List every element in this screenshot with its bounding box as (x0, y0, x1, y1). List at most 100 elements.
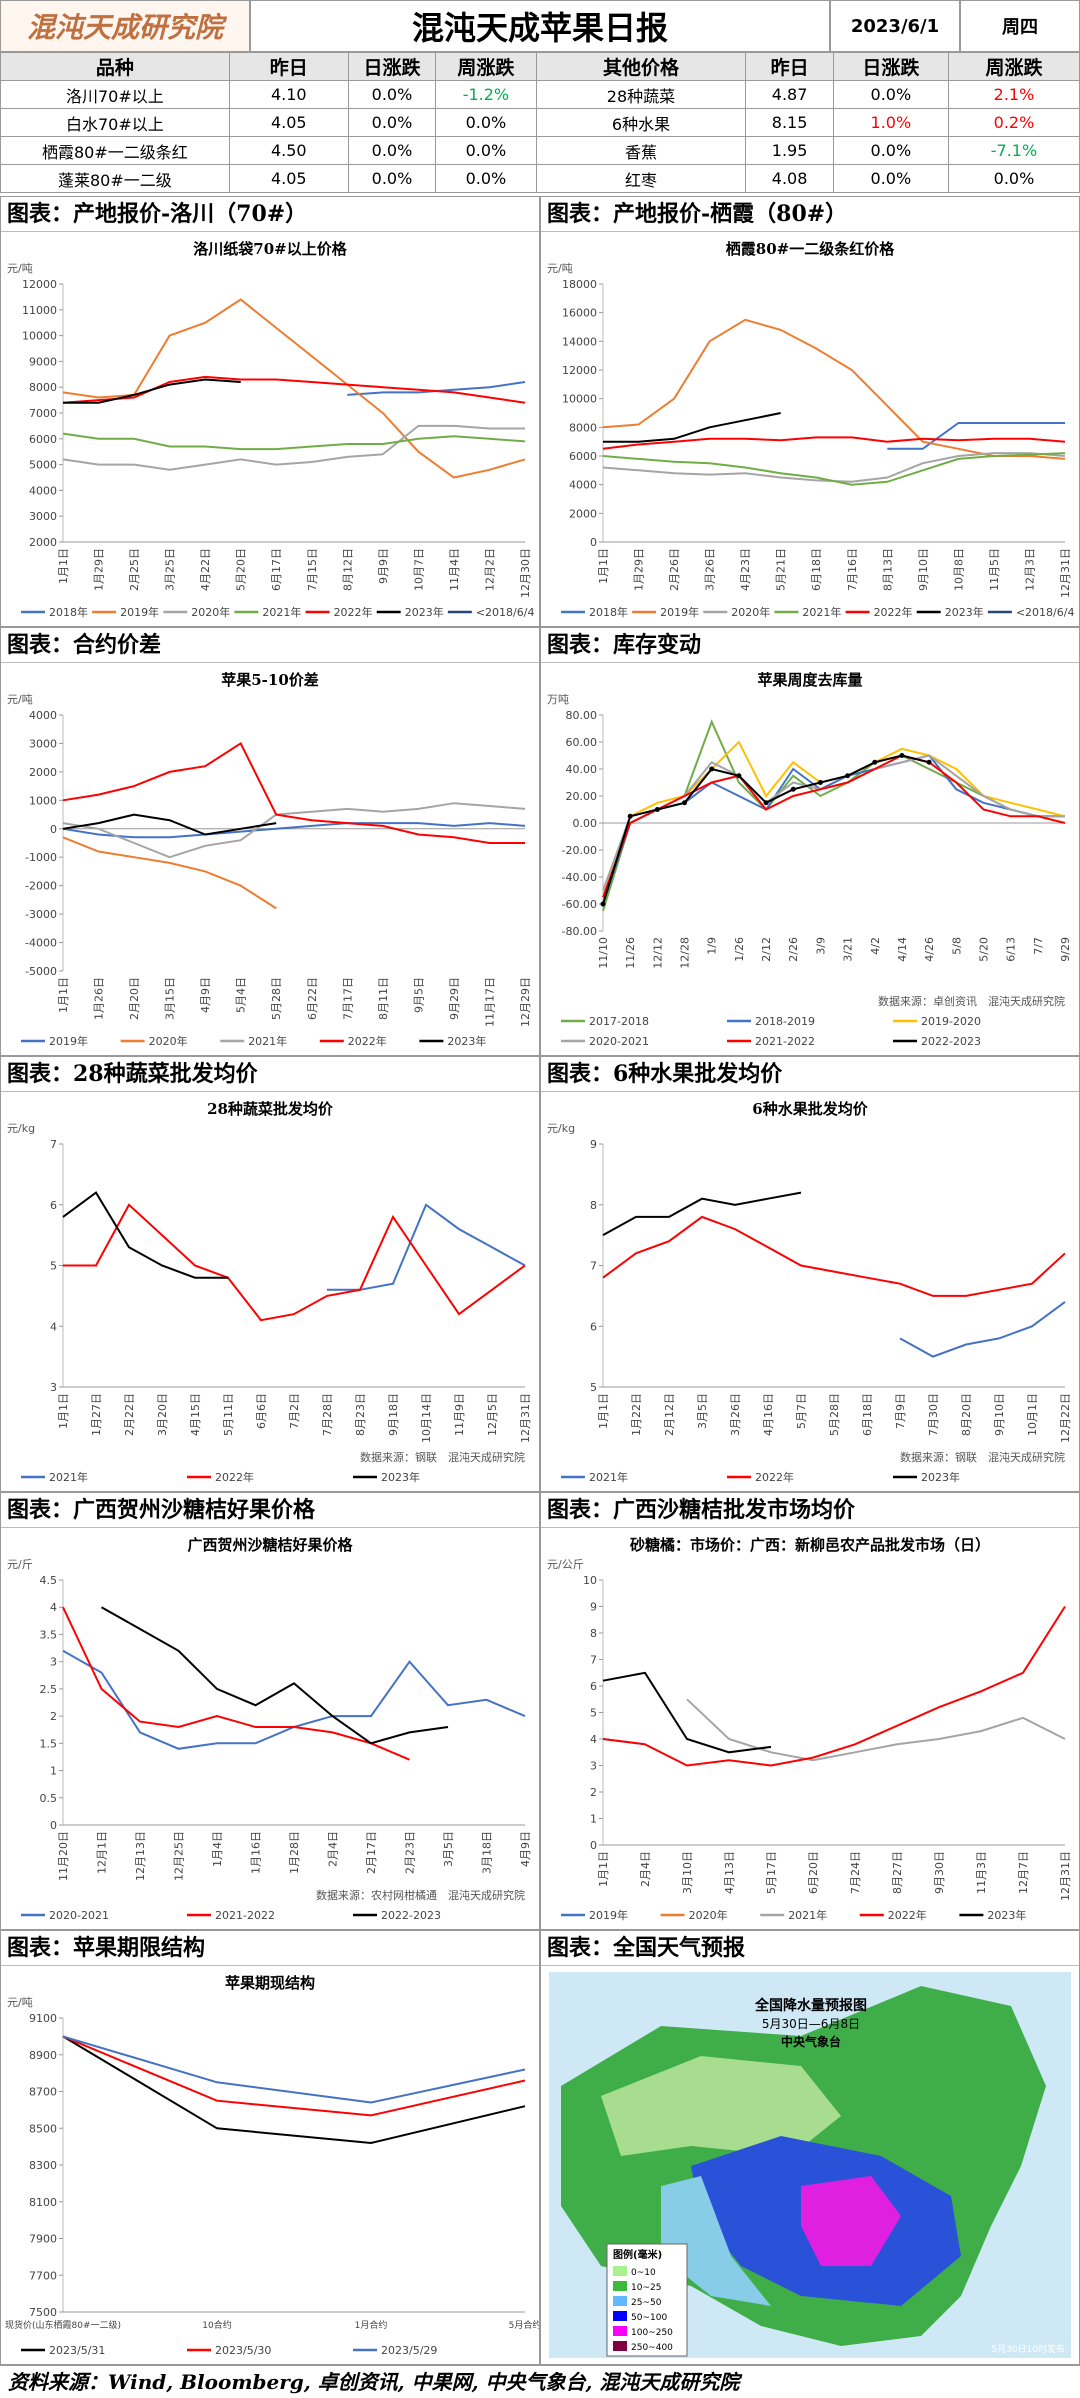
x-tick-label: 12月5日 (486, 1393, 499, 1436)
x-tick-label: 2月22日 (123, 1393, 136, 1436)
chart-panel: 图表：广西贺州沙糖桔好果价格 广西贺州沙糖桔好果价格 元/斤 0 0.5 1 1.5 2 2.5… (0, 1492, 540, 1930)
x-tick-label: 9月10日 (917, 548, 930, 591)
x-tick-label: 5月17日 (765, 1851, 778, 1894)
table-cell: 4.10 (228, 80, 349, 109)
x-tick-label: 9月10日 (993, 1393, 1006, 1436)
table-cell: 0.0% (347, 108, 437, 137)
y-tick-label: 0 (50, 1819, 57, 1832)
legend-label: 2020-2021 (49, 1909, 109, 1922)
legend-level: 250~400 (631, 2343, 673, 2353)
table-cell: -1.2% (435, 80, 537, 109)
x-tick-label: 7月30日 (927, 1393, 940, 1436)
series-line (62, 813, 277, 836)
y-tick-label: 3000 (29, 510, 57, 523)
x-tick-label: 6月22日 (306, 977, 319, 1020)
x-tick-label: 4月9日 (519, 1831, 532, 1867)
x-tick-label: 2月17日 (365, 1831, 378, 1874)
y-tick-label: 60.00 (566, 736, 598, 749)
y-tick-label: 1 (590, 1813, 597, 1826)
table-cell: 白水70#以上 (0, 108, 230, 137)
x-tick-label: 1月1日 (597, 548, 610, 584)
series-line (101, 1606, 449, 1745)
series-line (887, 422, 1065, 450)
y-tick-label: 14000 (562, 335, 597, 348)
y-tick-label: 0 (50, 823, 57, 836)
y-tick-label: 8900 (29, 2049, 57, 2062)
panel-heading: 图表：广西贺州沙糖桔好果价格 (1, 1493, 539, 1528)
table-row: 蓬莱80#一二级 4.05 0.0% 0.0% 红枣 4.08 0.0% 0.0% (0, 164, 1080, 193)
series-line (899, 1301, 1066, 1358)
y-tick-label: 6000 (29, 433, 57, 446)
y-tick-label: 0 (590, 536, 597, 549)
x-tick-label: 7月17日 (341, 977, 354, 1020)
chart-panel: 图表：广西沙糖桔批发市场均价 砂糖橘：市场价：广西：新柳邑农产品批发市场（日） 元/… (540, 1492, 1080, 1930)
table-cell: 6种水果 (535, 108, 747, 137)
x-tick-label: 5月7日 (795, 1393, 808, 1429)
legend-title: 图例(毫米) (613, 2248, 662, 2261)
series-line (62, 2035, 526, 2104)
y-tick-label: 5 (590, 1381, 597, 1394)
x-tick-label: 1月1日 (57, 548, 70, 584)
legend-label: 2023年 (987, 1908, 1026, 1922)
chart-title: 6种水果批发均价 (752, 1100, 868, 1118)
table-cell: 1.0% (832, 108, 949, 137)
panel-heading: 图表：全国天气预报 (541, 1931, 1079, 1966)
x-tick-label: 1月29日 (93, 548, 106, 591)
x-tick-label: 3月26日 (704, 548, 717, 591)
title: 混沌天成苹果日报 (250, 0, 830, 52)
source-note: 数据来源：卓创资讯 混沌天成研究院 (878, 994, 1065, 1008)
x-tick-label: 8月20日 (960, 1393, 973, 1436)
legend-swatch (613, 2296, 627, 2306)
y-tick-label: 5 (590, 1707, 597, 1720)
y-unit: 元/吨 (7, 693, 33, 706)
table-cell: 0.0% (347, 80, 437, 109)
series-line (62, 432, 526, 451)
chart-title: 洛川纸袋70#以上价格 (193, 240, 347, 258)
y-tick-label: 12000 (22, 278, 57, 291)
y-tick-label: 4 (590, 1733, 597, 1746)
chart-title: 苹果周度去库量 (757, 671, 862, 689)
panel-heading: 图表：产地报价-洛川（70#） (1, 197, 539, 232)
y-tick-label: -4000 (25, 937, 57, 950)
y-tick-label: 10000 (562, 393, 597, 406)
column-header: 日涨跌 (347, 52, 437, 81)
legend-label: 2023年 (447, 1034, 486, 1048)
series-line (602, 452, 1066, 486)
legend-swatch (613, 2266, 627, 2276)
x-tick-label: 1月1日 (57, 977, 70, 1013)
y-tick-label: 16000 (562, 307, 597, 320)
chart-title: 栖霞80#一二级条红价格 (726, 240, 895, 258)
legend-label: 2022年 (755, 1470, 794, 1484)
x-tick-label: 3月25日 (164, 548, 177, 591)
y-tick-label: 2.5 (40, 1683, 58, 1696)
x-tick-label: 12月2日 (483, 548, 496, 591)
series-line (602, 1215, 1066, 1297)
x-tick-label: 12月13日 (134, 1831, 147, 1881)
table-cell: 4.05 (228, 108, 349, 137)
weekday: 周四 (960, 0, 1080, 52)
y-tick-label: -60.00 (562, 898, 597, 911)
x-tick-label: 5/20 (977, 937, 990, 962)
table-cell: 2.1% (947, 80, 1080, 109)
chart-title: 28种蔬菜批发均价 (207, 1100, 334, 1118)
column-header: 其他价格 (535, 52, 747, 81)
y-tick-label: 7 (590, 1260, 597, 1273)
series-line (602, 1671, 772, 1754)
y-tick-label: -1000 (25, 851, 57, 864)
series-line (602, 754, 1066, 898)
x-tick-label: 5/8 (950, 937, 963, 955)
series-line (62, 741, 525, 844)
table-cell: 0.2% (947, 108, 1080, 137)
y-tick-label: -20.00 (562, 844, 597, 857)
y-tick-label: 20.00 (566, 790, 598, 803)
y-tick-label: 0.00 (573, 817, 598, 830)
series-line (602, 740, 1066, 898)
series-line (602, 754, 930, 905)
y-unit: 元/kg (7, 1122, 35, 1135)
x-tick-label: 1月22日 (630, 1393, 643, 1436)
panel-heading: 图表：28种蔬菜批发均价 (1, 1057, 539, 1092)
legend-label: 2022年 (334, 605, 373, 619)
